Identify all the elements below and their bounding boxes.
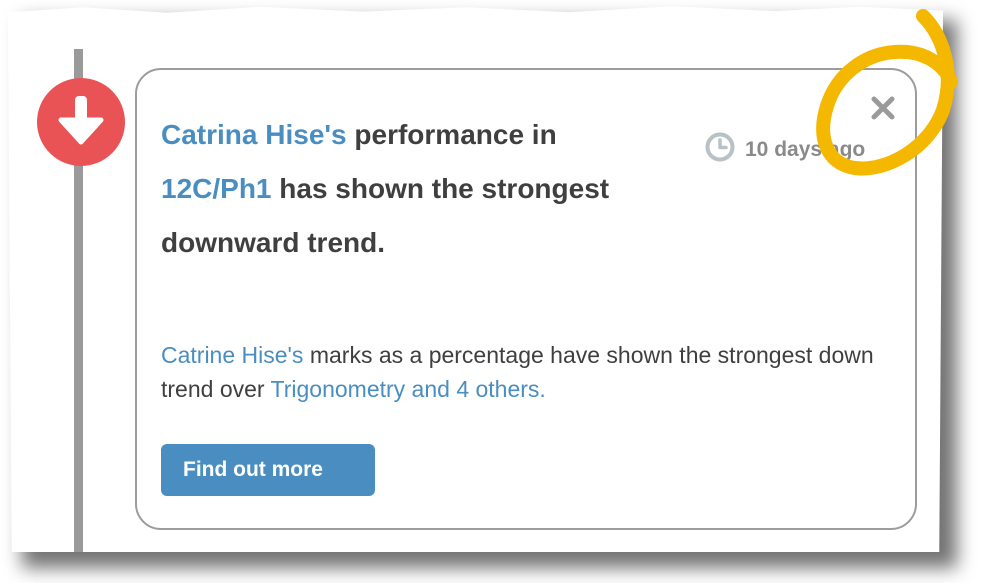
- down-trend-badge: [37, 78, 125, 166]
- title-text-1: performance in: [346, 119, 557, 150]
- timeline-line: [74, 49, 83, 552]
- screenshot-frame: Catrina Hise's performance in 12C/Ph1 ha…: [8, 6, 943, 552]
- insight-description: Catrine Hise's marks as a percentage hav…: [161, 338, 881, 406]
- arrow-down-icon: [58, 94, 104, 151]
- close-button[interactable]: [865, 92, 901, 128]
- find-out-more-button[interactable]: Find out more: [161, 444, 375, 496]
- class-link[interactable]: 12C/Ph1: [161, 173, 272, 204]
- timestamp-label: 10 days ago: [745, 138, 866, 161]
- title-text-2: has shown the strongest downward trend.: [161, 173, 610, 258]
- close-icon: [870, 95, 896, 126]
- insight-card: Catrina Hise's performance in 12C/Ph1 ha…: [135, 68, 917, 530]
- clock-icon: [705, 132, 745, 168]
- student-name-link[interactable]: Catrina Hise's: [161, 119, 347, 150]
- student-name-link-body[interactable]: Catrine Hise's: [161, 342, 304, 368]
- timestamp: 10 days ago: [705, 132, 865, 168]
- topics-link[interactable]: Trigonometry and 4 others.: [270, 376, 546, 402]
- body-text-1: marks as a percentage have shown the str…: [161, 342, 874, 402]
- insight-title: Catrina Hise's performance in 12C/Ph1 ha…: [161, 108, 641, 270]
